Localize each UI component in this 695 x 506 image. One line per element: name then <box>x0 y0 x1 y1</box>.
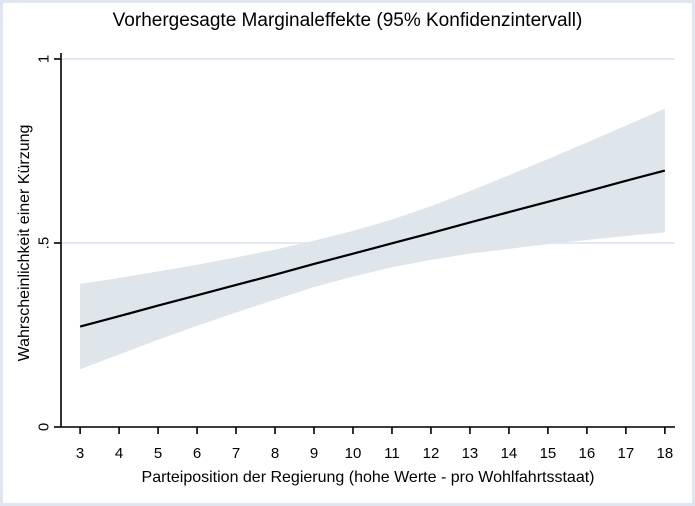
x-tick-label: 3 <box>75 445 85 462</box>
x-tick-label: 17 <box>617 445 635 462</box>
confidence-band <box>80 108 665 370</box>
x-tick-label: 14 <box>500 445 518 462</box>
x-tick-label: 4 <box>114 445 124 462</box>
x-tick-label: 6 <box>192 445 202 462</box>
y-tick-label: 0 <box>35 422 53 432</box>
x-tick-label: 11 <box>384 445 400 462</box>
x-tick-label: 7 <box>231 445 241 462</box>
y-tick-label: 1 <box>35 54 53 64</box>
x-tick-label: 8 <box>270 445 280 462</box>
x-tick-label: 9 <box>309 445 319 462</box>
x-tick-label: 16 <box>578 445 596 462</box>
chart-title: Vorhergesagte Marginaleffekte (95% Konfi… <box>112 10 583 31</box>
x-tick-label: 12 <box>422 445 440 462</box>
x-axis-title: Parteiposition der Regierung (hohe Werte… <box>141 469 595 486</box>
x-tick-label: 10 <box>344 445 362 462</box>
x-tick-label: 18 <box>656 445 674 462</box>
y-tick-label: .5 <box>35 236 53 250</box>
x-tick-label: 5 <box>153 445 163 462</box>
prediction-line <box>79 169 666 328</box>
x-tick-label: 13 <box>461 445 479 462</box>
x-tick-label: 15 <box>539 445 557 462</box>
